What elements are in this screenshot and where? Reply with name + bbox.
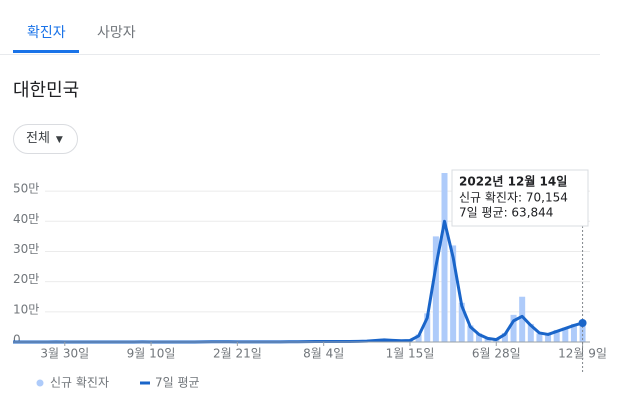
x-tick-label: 8월 4일 xyxy=(303,347,344,361)
tab-indicator xyxy=(13,50,79,53)
bar xyxy=(553,329,560,342)
x-tick-label: 12월 9일 xyxy=(558,347,607,361)
region-title: 대한민국 xyxy=(13,80,80,101)
y-tick-label: 40만 xyxy=(13,212,39,226)
bar xyxy=(476,333,483,342)
hover-dot xyxy=(578,318,587,327)
y-tick-label: 10만 xyxy=(13,302,39,316)
bar xyxy=(441,173,448,342)
bar xyxy=(484,338,491,342)
y-tick-label: 50만 xyxy=(13,182,39,196)
tooltip-line: 7일 평균: 63,844 xyxy=(459,206,553,220)
tab[interactable]: 사망자 xyxy=(97,25,136,41)
bar xyxy=(527,323,534,342)
bar xyxy=(545,333,552,342)
bar xyxy=(424,313,431,342)
bar xyxy=(415,334,422,342)
legend-label: 7일 평균 xyxy=(155,376,200,390)
tab-active[interactable]: 확진자 xyxy=(27,25,66,41)
x-tick-label: 9월 10일 xyxy=(127,347,176,361)
bar xyxy=(570,323,577,342)
bar xyxy=(458,302,465,342)
x-tick-label: 6월 28일 xyxy=(472,347,521,361)
bar xyxy=(519,296,526,342)
legend-marker xyxy=(36,379,44,387)
x-tick-label: 1월 15일 xyxy=(386,347,435,361)
x-tick-label: 2월 21일 xyxy=(213,347,262,361)
divider xyxy=(0,54,600,55)
legend-label: 신규 확진자 xyxy=(50,376,109,390)
dropdown-label: 전체 xyxy=(26,131,50,146)
bar xyxy=(501,332,508,342)
y-tick-label: 0 xyxy=(13,333,21,347)
bar xyxy=(450,245,457,342)
x-tick-label: 3월 30일 xyxy=(40,347,89,361)
bar xyxy=(562,327,569,342)
bar xyxy=(467,325,474,342)
bar xyxy=(510,314,517,342)
tooltip-title: 2022년 12월 14일 xyxy=(459,174,567,189)
y-tick-label: 30만 xyxy=(13,242,39,256)
bar xyxy=(536,333,543,342)
y-tick-label: 20만 xyxy=(13,272,39,286)
dropdown[interactable]: 전체 ▼ xyxy=(13,124,78,154)
tooltip-line: 신규 확진자: 70,154 xyxy=(459,191,568,205)
tooltip xyxy=(451,169,589,227)
bar xyxy=(432,236,439,342)
